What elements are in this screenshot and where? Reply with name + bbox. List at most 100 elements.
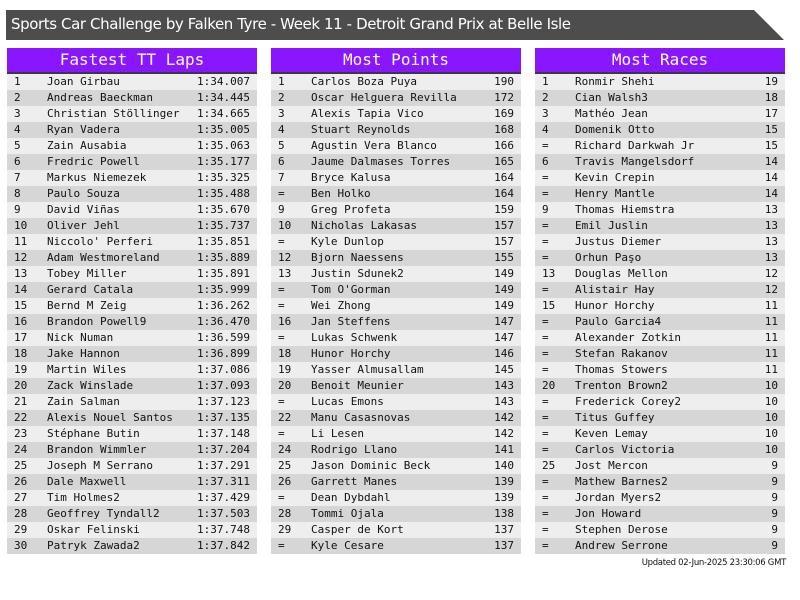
name-cell: Tommi Ojala bbox=[311, 507, 384, 520]
name-cell: Trenton Brown2 bbox=[575, 379, 668, 392]
value-cell: 147 bbox=[494, 331, 514, 344]
value-cell: 11 bbox=[764, 299, 778, 312]
table-row: = Jon Howard 9 bbox=[535, 506, 785, 522]
value-cell: 159 bbox=[494, 203, 514, 216]
rank-cell: 29 bbox=[14, 523, 28, 536]
table-row: 14 Gerard Catala 1:35.999 bbox=[7, 282, 257, 298]
rank-cell: 19 bbox=[14, 363, 28, 376]
rank-cell: = bbox=[542, 363, 549, 376]
rank-cell: = bbox=[542, 283, 549, 296]
value-cell: 1:35.889 bbox=[197, 251, 250, 264]
value-cell: 141 bbox=[494, 443, 514, 456]
table-row: 10 Nicholas Lakasas 157 bbox=[271, 218, 521, 234]
value-cell: 169 bbox=[494, 107, 514, 120]
table-row: 4 Domenik Otto 15 bbox=[535, 122, 785, 138]
name-cell: Benoit Meunier bbox=[311, 379, 404, 392]
name-cell: Christian Stöllinger bbox=[47, 107, 180, 120]
table-header: Most Points bbox=[271, 48, 521, 74]
name-cell: Greg Profeta bbox=[311, 203, 391, 216]
name-cell: Stefan Rakanov bbox=[575, 347, 668, 360]
table-row: 30 Patryk Zawada2 1:37.842 bbox=[7, 538, 257, 554]
rank-cell: 10 bbox=[14, 219, 28, 232]
name-cell: Hunor Horchy bbox=[575, 299, 655, 312]
table-row: 9 Greg Profeta 159 bbox=[271, 202, 521, 218]
rank-cell: 2 bbox=[14, 91, 21, 104]
table-row: 1 Carlos Boza Puya 190 bbox=[271, 74, 521, 90]
value-cell: 1:34.007 bbox=[197, 75, 250, 88]
name-cell: Casper de Kort bbox=[311, 523, 404, 536]
value-cell: 164 bbox=[494, 171, 514, 184]
value-cell: 9 bbox=[771, 523, 778, 536]
name-cell: Lukas Schwenk bbox=[311, 331, 398, 344]
name-cell: Dale Maxwell bbox=[47, 475, 127, 488]
table-row: 3 Alexis Tapia Vico 169 bbox=[271, 106, 521, 122]
table-row: 2 Cian Walsh3 18 bbox=[535, 90, 785, 106]
name-cell: Thomas Hiemstra bbox=[575, 203, 675, 216]
table-row: = Lucas Emons 143 bbox=[271, 394, 521, 410]
name-cell: Zack Winslade bbox=[47, 379, 134, 392]
value-cell: 190 bbox=[494, 75, 514, 88]
rank-cell: 28 bbox=[278, 507, 292, 520]
value-cell: 157 bbox=[494, 219, 514, 232]
rank-cell: 13 bbox=[542, 267, 556, 280]
value-cell: 143 bbox=[494, 379, 514, 392]
value-cell: 146 bbox=[494, 347, 514, 360]
name-cell: Ben Holko bbox=[311, 187, 371, 200]
table-row: 28 Tommi Ojala 138 bbox=[271, 506, 521, 522]
table-row: = Titus Guffey 10 bbox=[535, 410, 785, 426]
rank-cell: = bbox=[542, 523, 549, 536]
value-cell: 1:36.899 bbox=[197, 347, 250, 360]
table-row: 6 Fredric Powell 1:35.177 bbox=[7, 154, 257, 170]
name-cell: Domenik Otto bbox=[575, 123, 655, 136]
table-row: 19 Yasser Almusallam 145 bbox=[271, 362, 521, 378]
rank-cell: 22 bbox=[278, 411, 292, 424]
name-cell: Frederick Corey2 bbox=[575, 395, 681, 408]
table-row: = Emil Juslin 13 bbox=[535, 218, 785, 234]
value-cell: 10 bbox=[764, 411, 778, 424]
rank-cell: 12 bbox=[278, 251, 292, 264]
table-row: 20 Zack Winslade 1:37.093 bbox=[7, 378, 257, 394]
value-cell: 1:35.063 bbox=[197, 139, 250, 152]
rank-cell: 6 bbox=[278, 155, 285, 168]
rank-cell: = bbox=[542, 331, 549, 344]
rank-cell: = bbox=[542, 539, 549, 552]
value-cell: 1:36.470 bbox=[197, 315, 250, 328]
value-cell: 9 bbox=[771, 475, 778, 488]
rank-cell: = bbox=[542, 347, 549, 360]
rank-cell: 25 bbox=[542, 459, 556, 472]
name-cell: Jost Mercon bbox=[575, 459, 648, 472]
rank-cell: 4 bbox=[278, 123, 285, 136]
value-cell: 1:35.488 bbox=[197, 187, 250, 200]
table-row: 12 Adam Westmoreland 1:35.889 bbox=[7, 250, 257, 266]
value-cell: 1:37.204 bbox=[197, 443, 250, 456]
table-row: 1 Joan Girbau 1:34.007 bbox=[7, 74, 257, 90]
rank-cell: = bbox=[542, 171, 549, 184]
name-cell: Zain Salman bbox=[47, 395, 120, 408]
name-cell: Fredric Powell bbox=[47, 155, 140, 168]
name-cell: Travis Mangelsdorf bbox=[575, 155, 695, 168]
name-cell: Alistair Hay bbox=[575, 283, 655, 296]
name-cell: Bernd M Zeig bbox=[47, 299, 127, 312]
table-row: = Kyle Dunlop 157 bbox=[271, 234, 521, 250]
value-cell: 137 bbox=[494, 523, 514, 536]
name-cell: Stuart Reynolds bbox=[311, 123, 411, 136]
rank-cell: 30 bbox=[14, 539, 28, 552]
rank-cell: 24 bbox=[14, 443, 28, 456]
value-cell: 142 bbox=[494, 411, 514, 424]
name-cell: Joan Girbau bbox=[47, 75, 120, 88]
name-cell: Alexander Zotkin bbox=[575, 331, 681, 344]
table-row: 29 Oskar Felinski 1:37.748 bbox=[7, 522, 257, 538]
value-cell: 1:37.148 bbox=[197, 427, 250, 440]
name-cell: Titus Guffey bbox=[575, 411, 655, 424]
value-cell: 166 bbox=[494, 139, 514, 152]
table-row: 13 Douglas Mellon 12 bbox=[535, 266, 785, 282]
value-cell: 145 bbox=[494, 363, 514, 376]
name-cell: Brandon Wimmler bbox=[47, 443, 147, 456]
table-row: 22 Manu Casasnovas 142 bbox=[271, 410, 521, 426]
table-row: 25 Jost Mercon 9 bbox=[535, 458, 785, 474]
rank-cell: = bbox=[542, 187, 549, 200]
name-cell: Orhun Paşo bbox=[575, 251, 642, 264]
table-row: = Carlos Victoria 10 bbox=[535, 442, 785, 458]
name-cell: Agustin Vera Blanco bbox=[311, 139, 437, 152]
rank-cell: = bbox=[542, 491, 549, 504]
